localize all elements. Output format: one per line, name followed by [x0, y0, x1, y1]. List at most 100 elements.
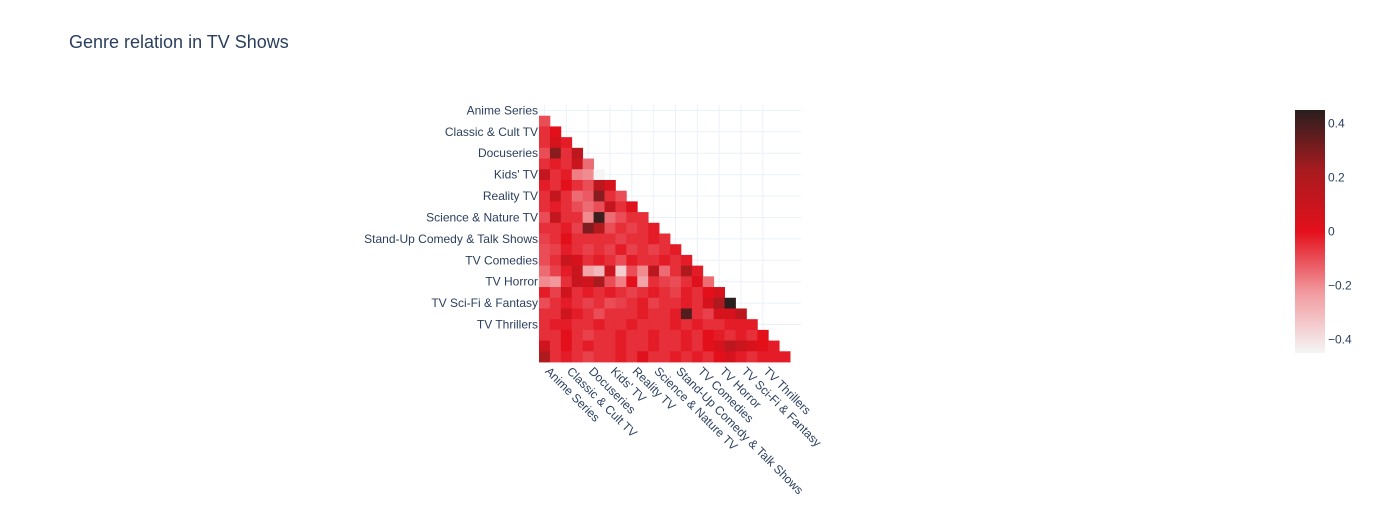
heatmap-cell	[768, 340, 780, 352]
heatmap-cell	[549, 233, 562, 245]
heatmap-cell	[549, 212, 562, 224]
heatmap-cell	[757, 329, 769, 341]
heatmap-cell	[549, 201, 562, 213]
heatmap-cell	[757, 340, 769, 352]
heatmap-cell	[549, 169, 562, 181]
heatmap-cell	[549, 158, 562, 170]
heatmap-cell	[637, 351, 649, 363]
heatmap-cell	[571, 158, 584, 170]
heatmap-cell	[713, 308, 725, 320]
heatmap-cell	[560, 212, 573, 224]
heatmap-cell	[582, 340, 594, 352]
heatmap-cell	[615, 308, 627, 320]
heatmap-cell	[593, 297, 605, 309]
heatmap-cell	[593, 351, 605, 363]
heatmap-cell	[659, 287, 671, 299]
heatmap-cell	[637, 297, 649, 309]
heatmap-cell	[539, 340, 551, 352]
heatmap-cell	[539, 244, 551, 256]
y-tick-label: Science & Nature TV	[426, 210, 538, 224]
heatmap-cell	[713, 329, 725, 341]
heatmap-cell	[604, 287, 616, 299]
heatmap-cell	[680, 319, 693, 331]
heatmap-cell	[539, 297, 551, 309]
heatmap-cell	[539, 179, 551, 192]
heatmap-cell	[648, 287, 660, 299]
heatmap-cell	[560, 297, 573, 309]
heatmap-cell	[680, 254, 693, 267]
heatmap-cell	[582, 319, 594, 331]
heatmap-cell	[659, 244, 671, 256]
heatmap-cell	[539, 190, 551, 202]
heatmap-cell	[637, 212, 649, 224]
heatmap-cell	[713, 340, 725, 352]
heatmap-cell	[604, 265, 616, 277]
heatmap-cell	[615, 190, 627, 202]
heatmap-cell	[582, 158, 594, 170]
heatmap-cell	[539, 351, 551, 363]
heatmap-cell	[549, 319, 562, 331]
heatmap-cell	[549, 179, 562, 192]
heatmap-cell	[746, 329, 758, 341]
heatmap-cell	[680, 276, 693, 288]
heatmap-cell	[549, 308, 562, 320]
heatmap-cell	[615, 329, 627, 341]
heatmap-cell	[702, 351, 715, 363]
heatmap-cell	[549, 351, 562, 363]
y-tick-label: Reality TV	[483, 189, 538, 203]
heatmap-cell	[670, 265, 682, 277]
heatmap-cell	[571, 308, 584, 320]
heatmap-cell	[582, 169, 594, 181]
heatmap-cell	[593, 190, 605, 202]
heatmap-cell	[549, 190, 562, 202]
heatmap-cell	[648, 351, 660, 363]
heatmap-cell	[539, 233, 551, 245]
heatmap-cell	[604, 201, 616, 213]
heatmap-cell	[604, 319, 616, 331]
heatmap-cell	[604, 233, 616, 245]
heatmap-cell	[539, 276, 551, 288]
heatmap-cell	[735, 308, 747, 320]
heatmap-cell	[593, 244, 605, 256]
heatmap-cell	[593, 329, 605, 341]
heatmap-cell	[539, 308, 551, 320]
heatmap-cell	[670, 276, 682, 288]
heatmap-cell	[560, 287, 573, 299]
heatmap-cell	[549, 137, 562, 149]
heatmap-cell	[670, 297, 682, 309]
heatmap-cell	[702, 297, 715, 309]
heatmap-cell	[779, 351, 791, 363]
heatmap-cell	[626, 351, 638, 363]
y-tick-label: Stand-Up Comedy & Talk Shows	[364, 232, 538, 246]
heatmap-cell	[560, 319, 573, 331]
heatmap-cell	[604, 297, 616, 309]
heatmap-cell	[626, 297, 638, 309]
heatmap-cell	[735, 329, 747, 341]
colorbar-tick-label: −0.2	[1328, 279, 1352, 293]
heatmap-cell	[560, 276, 573, 288]
heatmap-cell	[735, 340, 747, 352]
heatmap-cell	[626, 308, 638, 320]
heatmap-cell	[582, 297, 594, 309]
heatmap-cell	[724, 329, 736, 341]
heatmap-cell	[637, 340, 649, 352]
heatmap-cell	[582, 212, 594, 224]
heatmap-cell	[626, 201, 638, 213]
heatmap-cell	[702, 319, 715, 331]
heatmap-cell	[549, 276, 562, 288]
heatmap-cell	[659, 308, 671, 320]
heatmap-cell	[539, 287, 551, 299]
heatmap-cell	[659, 233, 671, 245]
heatmap-cell	[582, 287, 594, 299]
heatmap-cell	[571, 340, 584, 352]
heatmap-cell	[680, 297, 693, 309]
heatmap-cell	[593, 233, 605, 245]
heatmap-cell	[670, 319, 682, 331]
heatmap-cell	[670, 329, 682, 341]
heatmap-cell	[691, 329, 704, 341]
heatmap-cell	[593, 265, 605, 277]
heatmap-cell	[604, 222, 616, 234]
heatmap-cell	[571, 319, 584, 331]
heatmap-cell	[582, 233, 594, 245]
heatmap-cell	[615, 319, 627, 331]
